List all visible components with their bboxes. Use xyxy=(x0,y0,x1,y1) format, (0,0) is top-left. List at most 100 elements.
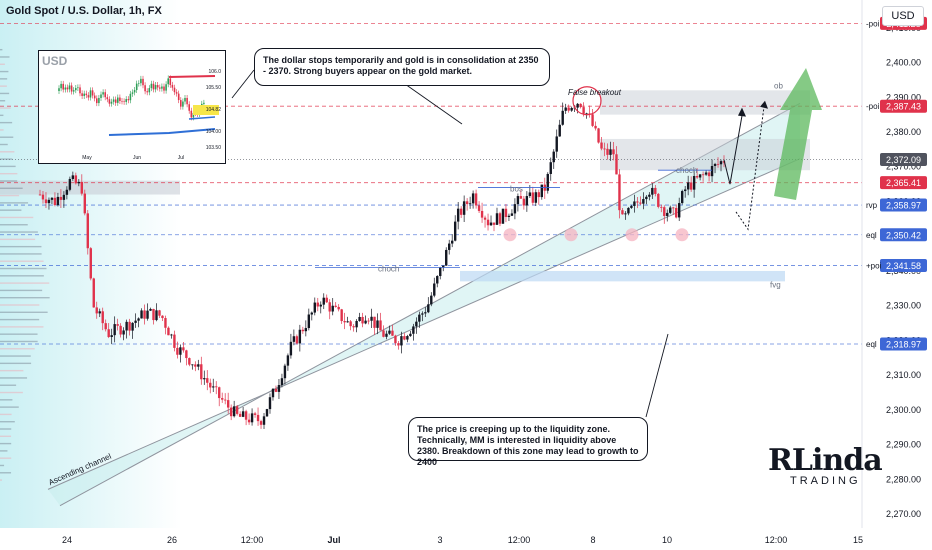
candle-body-54 xyxy=(200,364,203,380)
x-tick-3: Jul xyxy=(327,535,340,545)
price-tag-0: -poi xyxy=(866,19,880,28)
inset-body-29 xyxy=(119,97,121,102)
x-tick-9: 15 xyxy=(853,535,863,545)
volume-profile-bar-3 xyxy=(0,457,12,459)
candle-body-196 xyxy=(624,213,627,215)
candle-body-113 xyxy=(376,320,379,328)
candle-body-132 xyxy=(433,283,436,296)
candle-body-121 xyxy=(400,336,403,346)
volume-profile-bar-59 xyxy=(0,48,3,51)
price-badge-5 xyxy=(880,228,927,242)
inset-body-18 xyxy=(96,98,98,104)
inset-body-19 xyxy=(98,97,100,104)
candle-body-216 xyxy=(683,189,687,192)
time-axis-background xyxy=(0,528,932,550)
price-badge-text-7: 2,318.97 xyxy=(886,339,921,349)
candle-body-74 xyxy=(259,421,263,425)
inset-body-14 xyxy=(87,95,90,98)
candle-body-28 xyxy=(122,330,125,335)
inset-price-4: 103.50 xyxy=(206,145,222,151)
volume-profile-bar-49 xyxy=(0,121,13,124)
inset-body-21 xyxy=(102,92,104,95)
candle-body-95 xyxy=(322,297,325,305)
candle-body-62 xyxy=(223,399,227,401)
candle-body-141 xyxy=(459,208,463,215)
candle-body-227 xyxy=(716,163,720,165)
candle-body-209 xyxy=(663,207,666,216)
volume-profile-bar-38 xyxy=(0,202,29,204)
inset-body-44 xyxy=(150,83,153,89)
candle-body-153 xyxy=(495,213,499,225)
inset-body-56 xyxy=(175,92,178,94)
inset-body-50 xyxy=(163,86,165,91)
candle-body-63 xyxy=(226,400,230,408)
price-tag-7: eql xyxy=(866,340,877,349)
candle-body-177 xyxy=(567,107,570,111)
candle-body-183 xyxy=(585,113,588,115)
candle-body-163 xyxy=(525,196,529,206)
candle-body-200 xyxy=(636,201,639,203)
inset-body-62 xyxy=(188,104,190,111)
candle-body-32 xyxy=(134,320,137,323)
candle-body-35 xyxy=(143,310,146,319)
inset-price-2: 104.82 xyxy=(206,107,222,113)
volume-profile-bar-42 xyxy=(0,172,18,175)
inset-body-10 xyxy=(79,87,81,94)
annotation-top: The dollar stops temporarily and gold is… xyxy=(254,48,550,86)
choch-left-label: choch xyxy=(378,264,399,273)
candle-body-117 xyxy=(388,330,391,334)
candle-body-81 xyxy=(280,378,284,386)
candle-body-15 xyxy=(83,193,87,214)
currency-button[interactable]: USD xyxy=(882,6,924,26)
inset-body-22 xyxy=(104,92,106,98)
ob-label: ob xyxy=(774,81,783,90)
volume-profile-bar-34 xyxy=(0,231,38,233)
candle-body-20 xyxy=(98,311,101,314)
candle-body-55 xyxy=(203,378,206,380)
volume-profile-bar-6 xyxy=(0,435,12,437)
logo-line2: TRADING xyxy=(790,475,861,487)
inset-body-57 xyxy=(177,93,180,101)
projection-solid xyxy=(723,115,743,185)
eql-circle-0 xyxy=(503,228,517,242)
x-tick-0: 24 xyxy=(62,535,72,545)
candle-body-198 xyxy=(630,205,633,208)
inset-time-1: Jun xyxy=(133,155,141,161)
false-breakout-circle xyxy=(572,86,602,116)
inset-body-3 xyxy=(64,87,67,90)
price-badge-text-5: 2,350.42 xyxy=(886,230,921,240)
volume-profile-bar-27 xyxy=(0,282,50,284)
eql-circle-1 xyxy=(564,228,578,242)
candle-body-70 xyxy=(247,419,251,423)
inset-body-24 xyxy=(108,99,111,104)
inset-body-15 xyxy=(89,90,92,98)
false-breakout-label: False breakout xyxy=(568,88,621,97)
price-tag-4: rvp xyxy=(866,201,878,210)
candle-body-78 xyxy=(271,388,275,398)
chart-title: Gold Spot / U.S. Dollar, 1h, FX xyxy=(6,5,162,17)
candle-body-87 xyxy=(298,329,302,344)
volume-profile-bar-16 xyxy=(0,362,32,365)
candle-body-156 xyxy=(504,208,508,218)
candle-body-188 xyxy=(600,142,603,149)
inset-body-0 xyxy=(58,88,60,91)
inset-body-39 xyxy=(140,78,142,84)
candle-body-133 xyxy=(436,276,439,284)
candle-body-161 xyxy=(519,196,523,199)
inset-body-25 xyxy=(110,101,113,104)
candle-body-93 xyxy=(316,302,319,307)
candle-body-203 xyxy=(645,196,648,200)
inset-price-3: 104.00 xyxy=(206,129,222,135)
candle-body-123 xyxy=(406,336,409,340)
candle-body-97 xyxy=(328,302,331,312)
inset-body-61 xyxy=(186,97,188,105)
volume-profile-bar-4 xyxy=(0,450,8,452)
candle-body-47 xyxy=(179,347,182,355)
candle-body-158 xyxy=(510,213,514,216)
candle-body-88 xyxy=(301,329,305,332)
price-badge-7 xyxy=(880,337,927,351)
candle-body-64 xyxy=(229,407,233,417)
y-tick-2: 2,290.00 xyxy=(886,440,921,450)
candle-body-61 xyxy=(221,398,224,400)
target-arrow xyxy=(774,68,822,200)
